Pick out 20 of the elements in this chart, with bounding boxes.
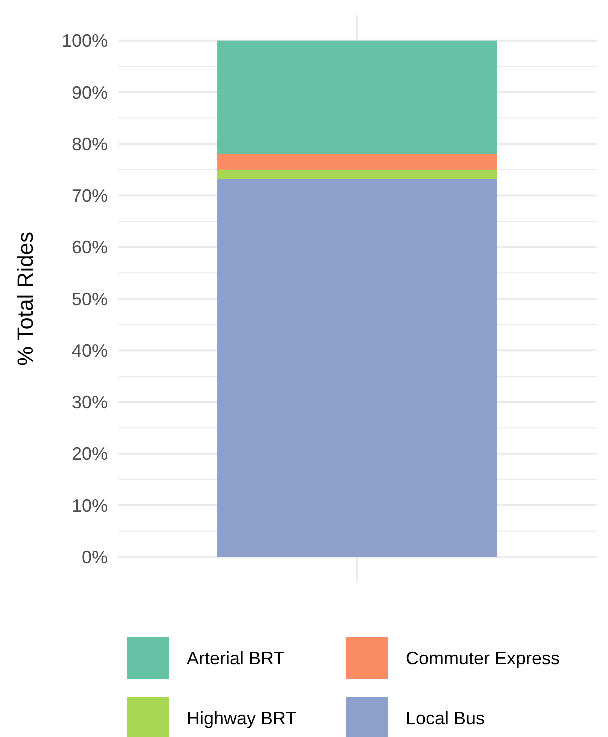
y-tick-label: 70% bbox=[72, 186, 108, 206]
y-tick-label: 60% bbox=[72, 238, 108, 258]
bar bbox=[218, 154, 498, 170]
legend-label: Highway BRT bbox=[187, 708, 297, 728]
y-tick-label: 50% bbox=[72, 289, 108, 310]
y-tick-label: 40% bbox=[72, 340, 108, 361]
legend-label: Local Bus bbox=[406, 708, 486, 728]
y-tick-label: 0% bbox=[82, 547, 108, 568]
y-tick-label: 10% bbox=[72, 496, 108, 516]
bar bbox=[218, 179, 498, 558]
y-tick-label: 30% bbox=[72, 392, 108, 413]
y-axis-title: % Total Rides bbox=[13, 232, 38, 366]
legend-label: Arterial BRT bbox=[187, 648, 285, 668]
y-tick-label: 100% bbox=[62, 31, 108, 52]
y-tick-label: 80% bbox=[72, 134, 108, 154]
legend-label: Commuter Express bbox=[406, 648, 560, 668]
bar bbox=[218, 40, 498, 154]
y-tick-label: 20% bbox=[72, 444, 108, 464]
y-tick-label: 90% bbox=[72, 82, 108, 103]
bar bbox=[218, 170, 498, 180]
